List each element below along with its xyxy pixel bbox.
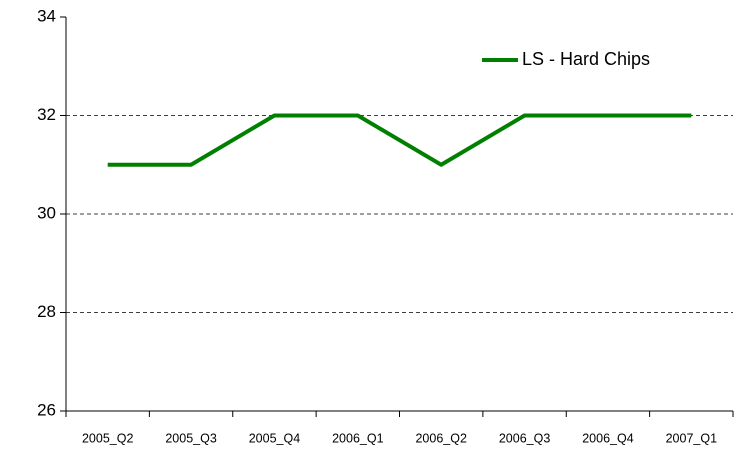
x-tick-label: 2007_Q1 — [666, 431, 717, 445]
y-tick-label: 26 — [37, 400, 56, 419]
x-tick-label: 2005_Q3 — [165, 431, 216, 445]
y-tick-label: 34 — [37, 6, 56, 25]
x-tick-label: 2006_Q2 — [415, 431, 466, 445]
series-line — [107, 113, 692, 167]
y-tick-label: 28 — [37, 302, 56, 321]
x-tick-label: 2005_Q4 — [249, 431, 300, 445]
y-tick-label: 32 — [37, 105, 56, 124]
x-tick-label: 2006_Q1 — [332, 431, 383, 445]
x-tick-label: 2006_Q4 — [582, 431, 633, 445]
legend-label: LS - Hard Chips — [522, 49, 650, 69]
x-tick-label: 2006_Q3 — [499, 431, 550, 445]
y-tick-label: 30 — [37, 203, 56, 222]
x-tick-label: 2005_Q2 — [82, 431, 133, 445]
